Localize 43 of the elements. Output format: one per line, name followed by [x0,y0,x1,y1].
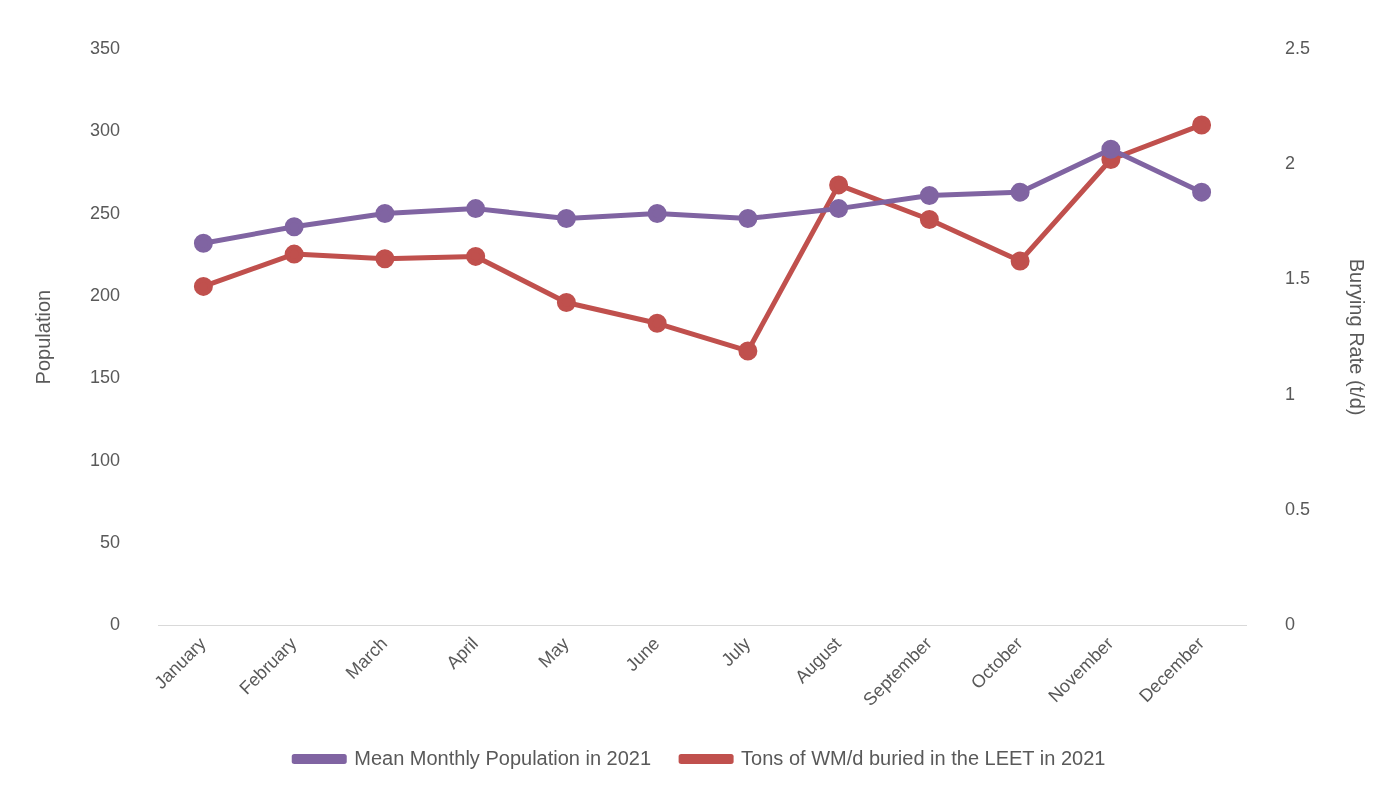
y2-tick-label: 0.5 [1284,499,1311,520]
y-tick-label: 300 [89,120,121,141]
point [375,204,395,224]
point [193,276,213,296]
point [556,209,576,229]
point [647,313,667,333]
point [738,341,758,361]
point [556,293,576,313]
point [375,249,395,269]
point [829,199,849,219]
y-axis-title: Population [31,289,54,385]
point [1192,115,1212,135]
y2-tick-label: 1 [1284,383,1295,404]
y2-tick-label: 1.5 [1284,268,1311,289]
y2-tick-label: 2.5 [1284,37,1311,58]
point [1192,182,1212,202]
point [1010,251,1030,271]
y-tick-label: 350 [89,37,121,58]
y-tick-label: 0 [110,614,121,635]
legend-label: Mean Monthly Population in 2021 [354,746,652,769]
legend-label: Tons of WM/d buried in the LEET in 2021 [741,746,1106,769]
point [284,244,304,264]
point [466,246,486,266]
y2-tick-label: 2 [1284,153,1295,174]
point [193,233,213,253]
y-tick-label: 100 [89,449,121,470]
y-tick-label: 50 [100,532,121,553]
point [829,175,849,195]
point [466,199,486,219]
point [1101,139,1121,159]
point [738,209,758,229]
y-tick-label: 250 [89,202,121,223]
point [1010,182,1030,202]
point [647,204,667,224]
x-tick-label: July [717,633,755,671]
y2-axis-title: Burying Rate (t/d) [1346,258,1369,416]
y-tick-label: 150 [89,367,121,388]
x-tick-label: May [534,633,573,672]
point [284,217,304,237]
y2-tick-label: 0 [1284,614,1295,635]
y-tick-label: 200 [89,284,121,305]
point [919,185,939,205]
point [919,209,939,229]
